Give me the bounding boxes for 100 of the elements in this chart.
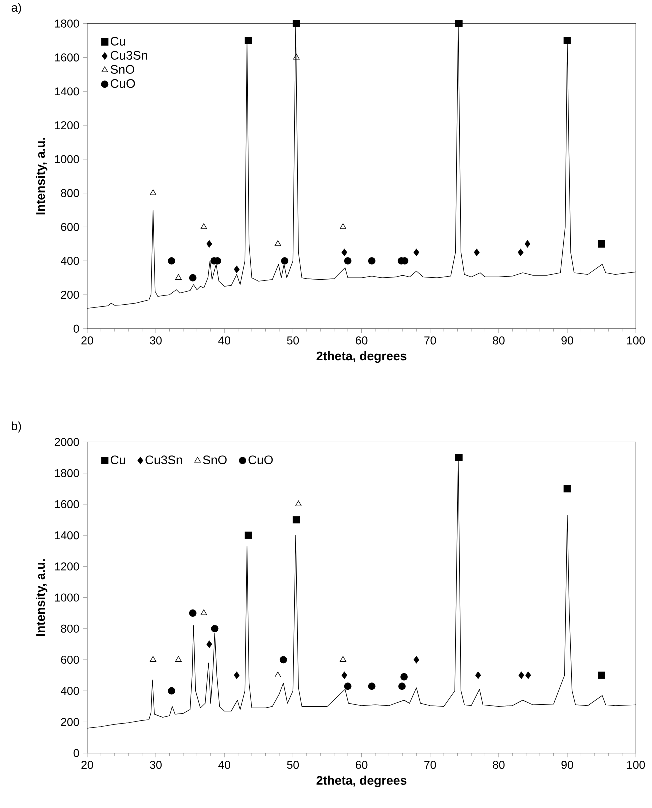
y-axis-title: Intensity, a.u. — [36, 560, 48, 636]
x-tick-label: 30 — [150, 761, 162, 770]
point — [342, 672, 348, 680]
y-tick-label: 600 — [61, 656, 80, 664]
point — [340, 224, 346, 230]
point — [274, 240, 282, 246]
x-tick-label: 50 — [287, 761, 300, 770]
point — [150, 656, 157, 662]
legend-label: CuO — [110, 79, 136, 88]
point — [292, 516, 300, 524]
y-tick-label: 1600 — [55, 500, 80, 508]
y-tick-label: 600 — [61, 223, 80, 232]
y-tick-label: 200 — [61, 290, 80, 300]
point — [293, 54, 300, 60]
x-tick-label: 80 — [493, 336, 505, 345]
point — [274, 672, 282, 678]
point — [342, 248, 348, 256]
y-tick-label: 1000 — [55, 594, 80, 602]
y-tick-label: 1200 — [55, 121, 80, 130]
chart-title: b) — [12, 422, 22, 433]
x-tick-label: 90 — [562, 761, 574, 770]
legend-label: Cu — [110, 456, 126, 464]
legend-label: SnO — [203, 456, 227, 464]
point — [368, 257, 376, 265]
y-tick-label: 400 — [61, 687, 80, 696]
x-axis-title: 2theta, degrees — [316, 352, 407, 364]
chart-title: a) — [12, 3, 22, 14]
point — [398, 682, 406, 690]
point — [206, 640, 212, 648]
x-tick-label: 100 — [627, 761, 646, 770]
x-tick-label: 90 — [562, 336, 574, 345]
point — [455, 454, 463, 462]
x-tick-label: 70 — [424, 336, 436, 345]
point — [168, 257, 176, 265]
point — [234, 266, 240, 274]
point — [564, 485, 572, 493]
y-tick-label: 1800 — [55, 469, 80, 478]
legend-label: Cu — [110, 37, 126, 46]
x-tick-label: 70 — [424, 761, 436, 770]
point — [598, 240, 606, 248]
point — [244, 532, 252, 540]
y-tick-label: 1800 — [55, 20, 80, 28]
point — [206, 240, 212, 248]
point — [189, 274, 197, 282]
x-tick-label: 40 — [218, 761, 231, 770]
point — [295, 500, 302, 506]
point — [474, 248, 480, 256]
point — [598, 672, 606, 680]
point — [234, 672, 240, 680]
point — [368, 682, 376, 690]
point — [344, 682, 352, 690]
point — [150, 190, 157, 196]
x-tick-label: 80 — [493, 761, 505, 770]
legend-label: Cu3Sn — [146, 456, 182, 464]
x-axis-title: 2theta, degrees — [316, 776, 407, 788]
y-tick-label: 1400 — [55, 88, 80, 96]
point — [168, 687, 176, 695]
y-tick-label: 0 — [74, 749, 80, 758]
point — [524, 240, 531, 248]
x-tick-label: 60 — [356, 336, 368, 345]
point — [518, 248, 524, 256]
y-tick-label: 2000 — [54, 438, 80, 446]
y-axis-title: Intensity, a.u. — [36, 138, 48, 215]
y-tick-label: 1000 — [55, 155, 80, 164]
point — [400, 673, 408, 681]
legend-label: Cu3Sn — [110, 51, 148, 60]
point — [211, 625, 219, 633]
point — [340, 656, 346, 662]
y-tick-label: 1600 — [55, 54, 80, 62]
legend-label: CuO — [248, 456, 274, 464]
x-tick-label: 20 — [82, 761, 94, 770]
legend-label: SnO — [110, 65, 135, 74]
point — [476, 672, 482, 680]
point — [175, 656, 182, 662]
y-tick-label: 1400 — [55, 532, 80, 540]
y-tick-label: 1200 — [55, 562, 80, 571]
point — [414, 248, 420, 256]
point — [414, 656, 420, 664]
x-tick-label: 50 — [287, 336, 300, 345]
point — [175, 274, 182, 280]
x-tick-label: 40 — [218, 336, 231, 345]
point — [200, 224, 208, 230]
point — [244, 37, 252, 44]
x-tick-label: 20 — [82, 336, 94, 345]
point — [292, 20, 300, 28]
y-tick-label: 800 — [61, 189, 80, 198]
point — [564, 37, 572, 44]
point — [518, 672, 524, 680]
point — [280, 656, 288, 664]
y-tick-label: 400 — [61, 257, 80, 266]
point — [455, 20, 463, 28]
point — [189, 610, 197, 618]
y-tick-label: 200 — [61, 718, 80, 726]
y-tick-label: 800 — [61, 624, 80, 633]
x-tick-label: 60 — [356, 761, 368, 770]
x-tick-label: 100 — [627, 336, 646, 345]
point — [200, 610, 208, 616]
point — [526, 672, 532, 680]
x-tick-label: 30 — [150, 336, 162, 345]
y-tick-label: 0 — [74, 324, 80, 333]
